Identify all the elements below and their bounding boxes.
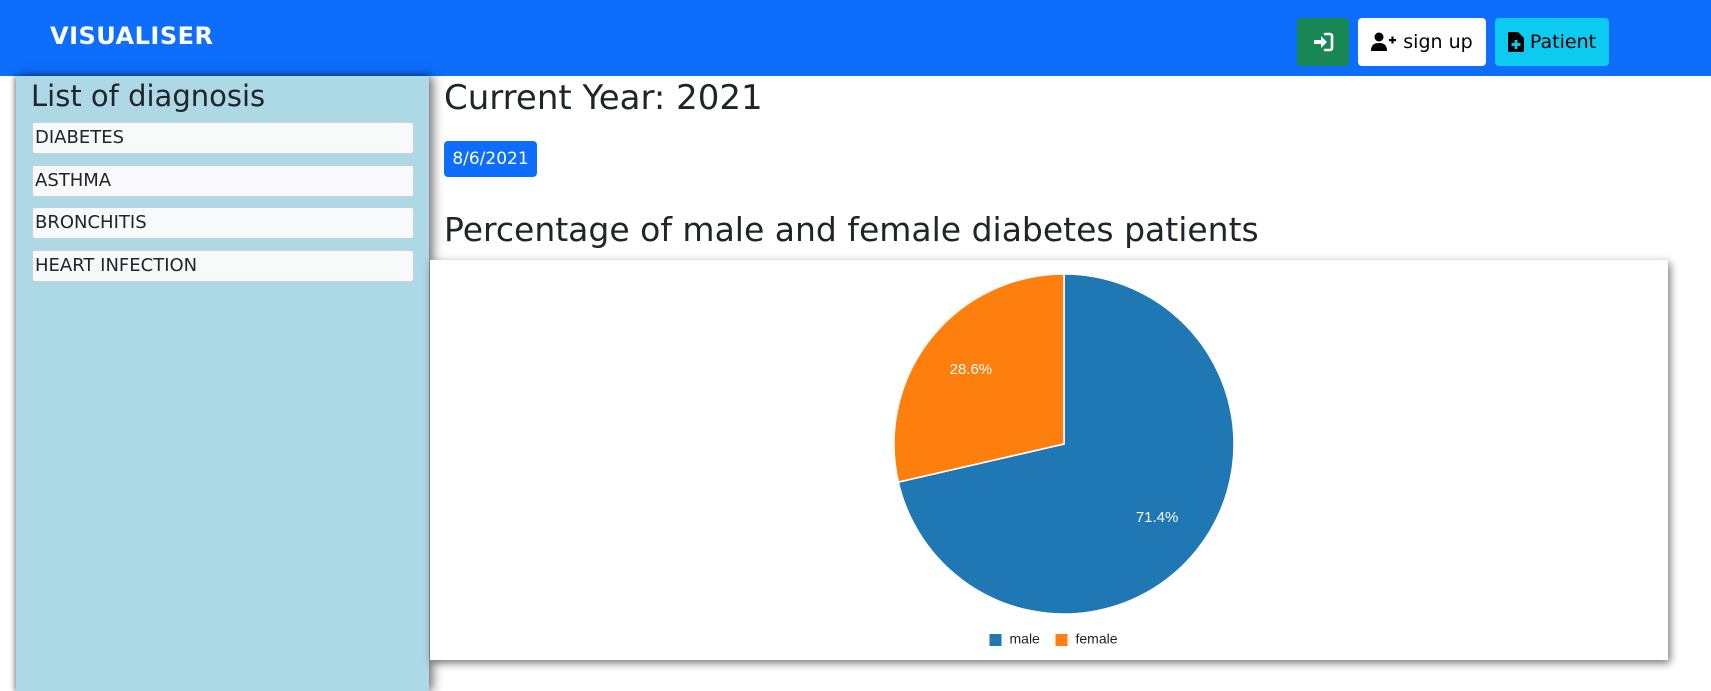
pie-slice-male[interactable] <box>897 273 1235 615</box>
legend-label-female: female <box>1076 631 1118 647</box>
file-medical-icon <box>1507 32 1524 52</box>
user-plus-icon <box>1371 32 1397 52</box>
sign-up-button[interactable]: sign up <box>1358 18 1486 66</box>
diagnosis-item-asthma[interactable]: ASTHMA <box>32 165 414 197</box>
diagnosis-item-bronchitis[interactable]: BRONCHITIS <box>32 207 414 239</box>
date-badge[interactable]: 8/6/2021 <box>444 141 537 177</box>
chart-heading: Percentage of male and female diabetes p… <box>444 210 1259 249</box>
diagnosis-item-heart-infection[interactable]: HEART INFECTION <box>32 250 414 282</box>
legend-swatch-female <box>1055 634 1068 646</box>
current-year-title: Current Year: 2021 <box>444 78 763 118</box>
legend-item-male[interactable]: male <box>989 631 1041 647</box>
pie-slice-female[interactable] <box>893 273 1065 484</box>
pie-label-male: 71.4% <box>1136 509 1179 526</box>
legend-label-male: male <box>1010 631 1041 647</box>
sidebar-title: List of diagnosis <box>31 79 266 113</box>
navbar: VISUALISER sign up Pa <box>0 0 1711 76</box>
pie-chart-card: 71.4% 28.6% male female <box>430 260 1668 660</box>
login-button[interactable] <box>1297 18 1349 66</box>
patient-label: Patient <box>1529 31 1597 53</box>
pie-chart: 71.4% 28.6% male female <box>893 273 1235 647</box>
sign-in-icon <box>1312 32 1334 52</box>
legend-swatch-male <box>989 634 1002 646</box>
brand-logo[interactable]: VISUALISER <box>50 22 214 50</box>
legend-item-female[interactable]: female <box>1055 631 1118 647</box>
patient-button[interactable]: Patient <box>1495 18 1609 66</box>
sidebar: List of diagnosis DIABETES ASTHMA BRONCH… <box>16 76 429 691</box>
pie-label-female: 28.6% <box>950 361 993 378</box>
sign-up-label: sign up <box>1403 31 1473 53</box>
diagnosis-item-diabetes[interactable]: DIABETES <box>32 122 414 154</box>
